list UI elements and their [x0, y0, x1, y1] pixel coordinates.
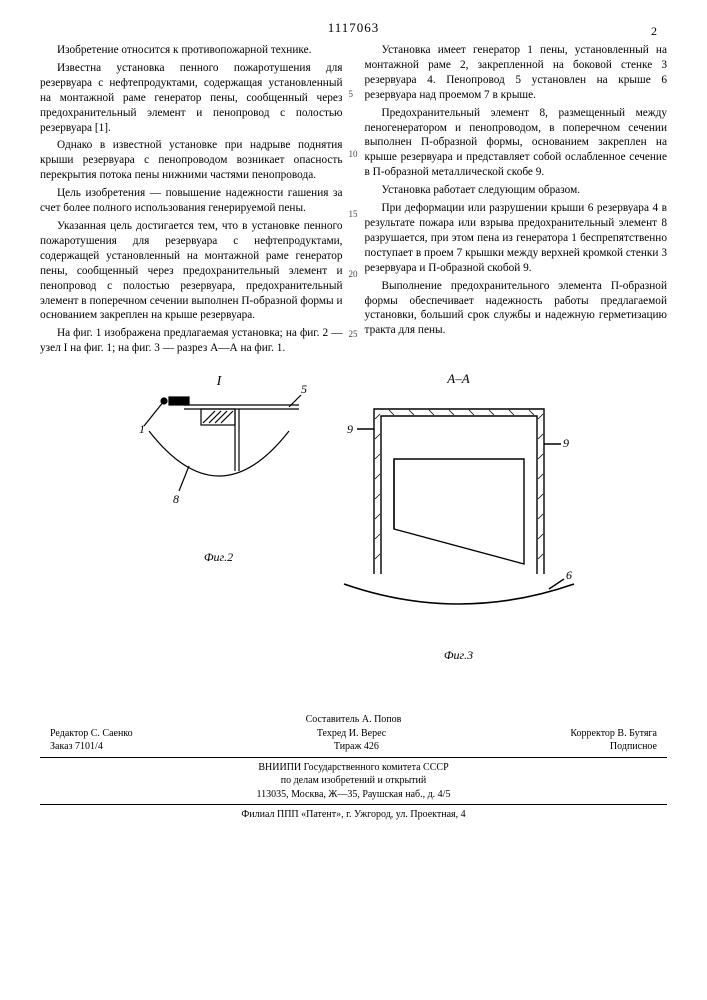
colophon-tirazh: Тираж 426 — [334, 740, 379, 754]
colophon-sign: Подписное — [610, 740, 657, 754]
fig2-svg: I — [129, 371, 309, 541]
fig3-ref-9b: 9 — [563, 436, 569, 450]
para: Установка работает следующим образом. — [365, 183, 668, 198]
line-number: 20 — [349, 269, 358, 281]
colophon-line: Филиал ППП «Патент», г. Ужгород, ул. Про… — [40, 808, 667, 822]
fig2-ref-1: 1 — [139, 422, 145, 436]
colophon-editor: Редактор С. Саенко — [50, 727, 133, 741]
line-number: 25 — [349, 329, 358, 341]
fig3-caption: Фиг.3 — [339, 648, 579, 663]
para: При деформации или разрушении крыши 6 ре… — [365, 201, 668, 276]
fig2-ref-5: 5 — [301, 382, 307, 396]
colophon: Составитель А. Попов Редактор С. Саенко … — [40, 713, 667, 822]
figure-2: I — [129, 371, 309, 565]
right-column: 5 10 15 20 25 Установка имеет генератор … — [365, 43, 668, 359]
colophon-line: ВНИИПИ Государственного комитета СССР — [40, 761, 667, 775]
fig3-ref-9a: 9 — [347, 422, 353, 436]
fig3-section-label: А–А — [339, 371, 579, 387]
figures-row: I — [40, 371, 667, 663]
colophon-line: 113035, Москва, Ж—35, Раушская наб., д. … — [40, 788, 667, 802]
line-number: 10 — [349, 149, 358, 161]
colophon-composer: Составитель А. Попов — [40, 713, 667, 727]
para: Однако в известной установке при надрыве… — [40, 138, 343, 183]
two-column-text: Изобретение относится к противопожарной … — [40, 43, 667, 359]
para: Известна установка пенного пожаротушения… — [40, 61, 343, 136]
para: Изобретение относится к противопожарной … — [40, 43, 343, 58]
fig2-caption: Фиг.2 — [129, 550, 309, 565]
colophon-order: Заказ 7101/4 — [50, 740, 103, 754]
colophon-line: по делам изобретений и открытий — [40, 774, 667, 788]
fig3-ref-6: 6 — [566, 568, 572, 582]
colophon-tech: Техред И. Верес — [317, 727, 386, 741]
fig2-ref-8: 8 — [173, 492, 179, 506]
para: На фиг. 1 изображена предлагаемая устано… — [40, 326, 343, 356]
para: Указанная цель достигается тем, что в ус… — [40, 219, 343, 323]
left-column: Изобретение относится к противопожарной … — [40, 43, 343, 359]
para: Установка имеет генератор 1 пены, устано… — [365, 43, 668, 103]
fig2-node-I: I — [215, 374, 222, 389]
colophon-corr: Корректор В. Бутяга — [570, 727, 657, 741]
para: Цель изобретения — повышение надежности … — [40, 186, 343, 216]
line-number: 15 — [349, 209, 358, 221]
para: Выполнение предохранительного элемента П… — [365, 279, 668, 339]
figure-3: А–А — [339, 371, 579, 663]
line-number: 5 — [349, 89, 354, 101]
fig3-svg: 9 9 6 — [339, 389, 579, 639]
para: Предохранительный элемент 8, размещенный… — [365, 106, 668, 181]
